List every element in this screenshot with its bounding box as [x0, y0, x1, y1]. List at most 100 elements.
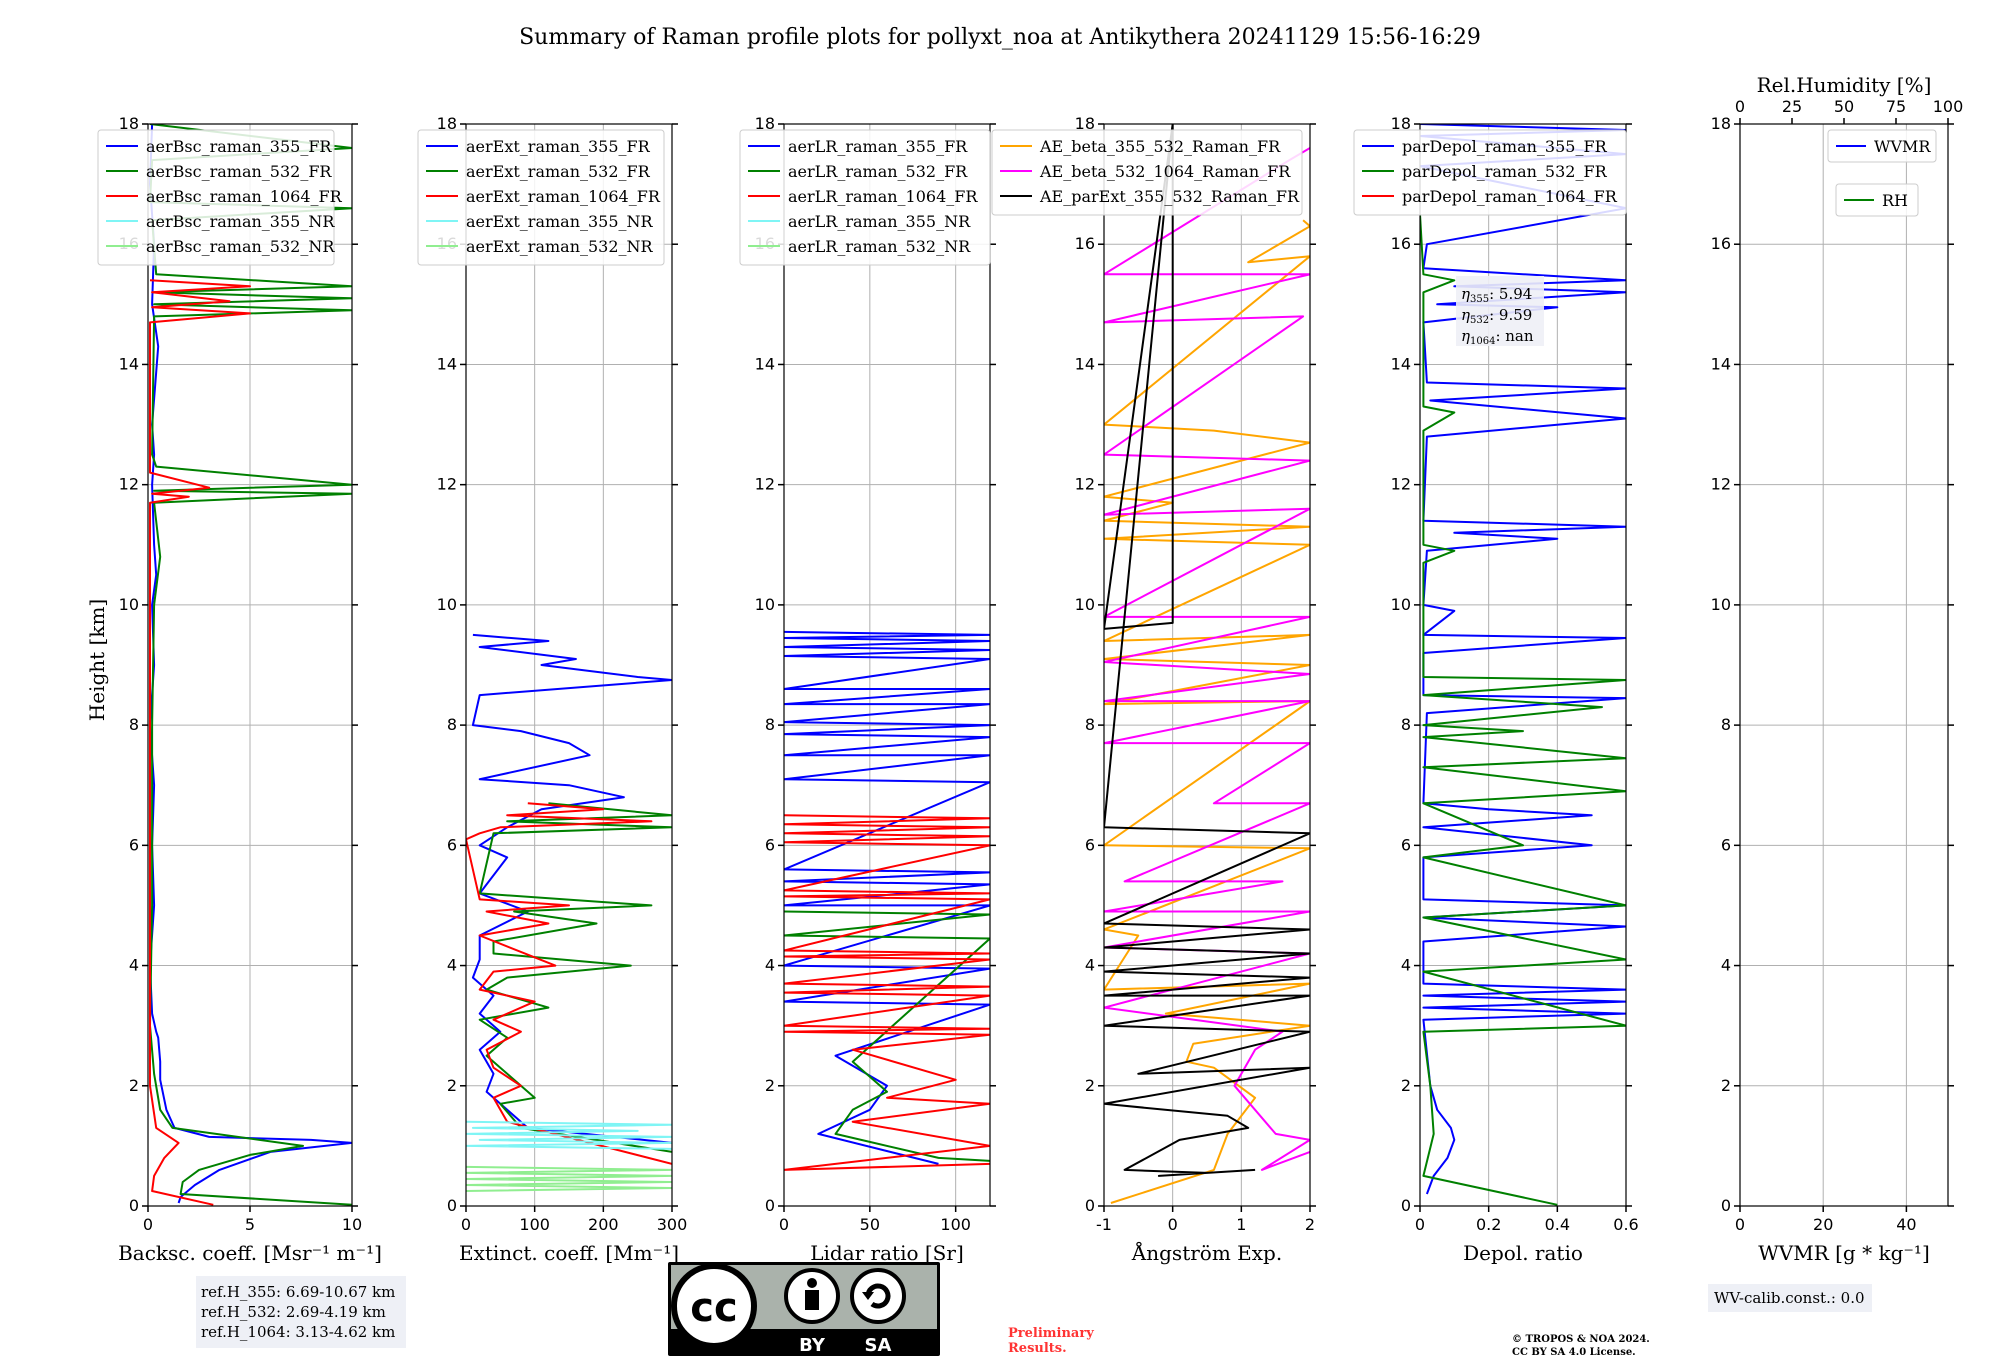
x-tick-label: 0 — [779, 1215, 789, 1234]
y-tick-label: 10 — [1711, 595, 1731, 614]
x-tick-label: 50 — [860, 1215, 880, 1234]
legend-label: aerBsc_raman_532_FR — [146, 162, 332, 181]
legend-box: AE_beta_355_532_Raman_FR AE_beta_532_1064… — [991, 129, 1303, 216]
x-tick-label: 0 — [1735, 1215, 1745, 1234]
y-tick-label: 14 — [1075, 354, 1095, 373]
y-tick-label: 4 — [1721, 956, 1731, 975]
y-tick-label: 16 — [1391, 234, 1411, 253]
eta-label: η355: 5.94 — [1461, 285, 1532, 305]
y-tick-label: 14 — [437, 354, 457, 373]
wv-calib-const: WV-calib.const.: 0.0 — [1714, 1289, 1865, 1307]
top-x-tick-label: 0 — [1735, 97, 1745, 116]
legend-label: parDepol_raman_355_FR — [1402, 137, 1608, 156]
series-line-aerExt_raman_355_FR — [471, 633, 672, 1144]
series-line-aerExt_raman_355_NR — [466, 1120, 672, 1150]
x-tick-label: 0.4 — [1545, 1215, 1570, 1234]
x-tick-label: 40 — [1896, 1215, 1916, 1234]
y-tick-label: 6 — [129, 835, 139, 854]
x-tick-label: 20 — [1813, 1215, 1833, 1234]
y-tick-label: 18 — [437, 114, 457, 133]
series-line-AE_parExt_355_532_Raman_FR — [1104, 124, 1310, 1177]
y-tick-label: 12 — [119, 475, 139, 494]
series-line-aerLR_raman_532_FR — [784, 910, 990, 1162]
legend-label: aerLR_raman_532_NR — [788, 237, 971, 256]
series-line-aerExt_raman_532_FR — [478, 802, 672, 1153]
y-tick-label: 18 — [1711, 114, 1731, 133]
y-tick-label: 2 — [447, 1076, 457, 1095]
series-line-aerBsc_raman_1064_FR — [149, 279, 251, 1206]
y-tick-label: 12 — [1391, 475, 1411, 494]
y-tick-label: 4 — [447, 956, 457, 975]
y-tick-label: 8 — [1721, 715, 1731, 734]
y-tick-label: 8 — [1085, 715, 1095, 734]
x-tick-label: 0.2 — [1476, 1215, 1501, 1234]
legend-label: AE_parExt_355_532_Raman_FR — [1039, 187, 1300, 206]
y-tick-label: 8 — [129, 715, 139, 734]
x-axis-label: Lidar ratio [Sr] — [810, 1241, 964, 1265]
series-line-aerLR_raman_1064_FR — [784, 814, 990, 1171]
y-tick-label: 6 — [1401, 835, 1411, 854]
y-tick-label: 16 — [1075, 234, 1095, 253]
y-tick-label: 14 — [1711, 354, 1731, 373]
y-tick-label: 10 — [437, 595, 457, 614]
y-tick-label: 6 — [765, 835, 775, 854]
legend-box: aerBsc_raman_355_FR aerBsc_raman_532_FRae… — [97, 129, 343, 266]
y-tick-label: 4 — [765, 956, 775, 975]
panels: 0246810121416180510Backsc. coeff. [Msr⁻¹… — [97, 73, 1963, 1265]
legend-label: aerLR_raman_532_FR — [788, 162, 968, 181]
y-tick-label: 4 — [1085, 956, 1095, 975]
x-tick-label: 0 — [1168, 1215, 1178, 1234]
x-tick-label: 100 — [519, 1215, 550, 1234]
preliminary-line-1: Preliminary — [1008, 1326, 1094, 1341]
y-tick-label: 8 — [1401, 715, 1411, 734]
legend-box: aerLR_raman_355_FR aerLR_raman_532_FR aerL… — [739, 129, 991, 266]
x-tick-label: 10 — [342, 1215, 362, 1234]
legend-box: parDepol_raman_355_FR parDepol_raman_532_… — [1353, 129, 1627, 216]
sa-share-icon — [850, 1268, 906, 1324]
top-x-tick-label: 75 — [1886, 97, 1906, 116]
y-tick-label: 8 — [765, 715, 775, 734]
legend-label: aerBsc_raman_1064_FR — [146, 187, 343, 206]
series-line-aerBsc_raman_355_FR — [149, 124, 352, 1204]
y-tick-label: 10 — [755, 595, 775, 614]
y-tick-label: 0 — [765, 1196, 775, 1215]
plot-frame — [783, 123, 991, 1207]
x-tick-label: 5 — [245, 1215, 255, 1234]
ref-height-1064: ref.H_1064: 3.13-4.62 km — [201, 1323, 395, 1341]
series-line-parDepol_raman_532_FR — [1420, 214, 1626, 1206]
legend-label: aerExt_raman_355_FR — [466, 137, 651, 156]
legend-label: parDepol_raman_1064_FR — [1402, 187, 1618, 206]
legend-box: aerExt_raman_355_FR aerExt_raman_532_FRae… — [417, 129, 665, 266]
x-axis-label: WVMR [g * kg⁻¹] — [1758, 1241, 1930, 1265]
preliminary-line-2: Results. — [1008, 1341, 1067, 1356]
x-tick-label: 0 — [1415, 1215, 1425, 1234]
series-line-aerExt_raman_532_NR — [466, 1165, 672, 1192]
y-tick-label: 0 — [447, 1196, 457, 1215]
legend-box: WVMR — [1827, 129, 1937, 163]
panel-depol: 0 2 4 6 8 10 12 14 16 18 0 0.2 0.4 0.6 Depol. ratio par… — [1353, 114, 1639, 1265]
y-tick-label: 14 — [755, 354, 775, 373]
y-tick-label: 2 — [1721, 1076, 1731, 1095]
ref-height-532: ref.H_532: 2.69-4.19 km — [201, 1303, 386, 1321]
top-x-tick-label: 25 — [1782, 97, 1802, 116]
y-tick-label: 12 — [1075, 475, 1095, 494]
x-tick-label: 300 — [657, 1215, 688, 1234]
y-tick-label: 12 — [1711, 475, 1731, 494]
y-tick-label: 18 — [1075, 114, 1095, 133]
x-axis-label: Depol. ratio — [1463, 1241, 1583, 1265]
eta-label: η532: 9.59 — [1461, 306, 1532, 326]
y-tick-label: 0 — [129, 1196, 139, 1215]
x-tick-label: -1 — [1096, 1215, 1112, 1234]
legend-label: aerBsc_raman_355_NR — [146, 212, 335, 231]
eta-label: η1064: nan — [1461, 327, 1534, 347]
y-tick-label: 14 — [1391, 354, 1411, 373]
cc-by-sa-badge: cc BY SA — [668, 1262, 940, 1356]
plot-frame — [1739, 123, 1949, 1207]
y-tick-label: 0 — [1401, 1196, 1411, 1215]
series-line-aerExt_raman_1064_FR — [466, 802, 672, 1165]
y-tick-label: 12 — [437, 475, 457, 494]
x-tick-label: 0.6 — [1613, 1215, 1638, 1234]
